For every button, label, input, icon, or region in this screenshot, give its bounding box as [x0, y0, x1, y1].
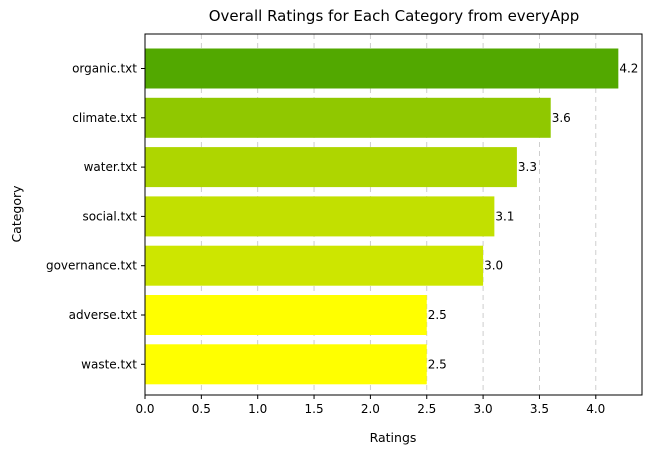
x-tick-label: 3.0	[474, 402, 493, 416]
x-tick-label: 1.5	[305, 402, 324, 416]
bar-waste-txt	[145, 344, 427, 385]
y-tick-label: climate.txt	[72, 111, 137, 125]
y-tick-label: governance.txt	[46, 259, 137, 273]
bar-governance-txt	[145, 245, 484, 286]
x-tick-label: 0.5	[192, 402, 211, 416]
bar-adverse-txt	[145, 295, 427, 335]
bars	[145, 48, 619, 385]
bar-climate-txt	[145, 97, 551, 138]
x-tick-label: 4.0	[586, 402, 605, 416]
y-axis-ticks: organic.txt climate.txt water.txt social.tx…	[46, 62, 145, 371]
data-label: 3.0	[484, 259, 503, 273]
data-label: 3.1	[495, 209, 514, 223]
plot-frame	[144, 33, 643, 396]
y-tick-label: organic.txt	[72, 62, 137, 76]
x-tick-label: 3.5	[530, 402, 549, 416]
x-axis-ticks: 0.0 0.5 1.0 1.5 2.0 2.5 3.0 3.5 4.0	[135, 395, 605, 416]
y-tick-label: social.txt	[82, 209, 137, 223]
x-tick-label: 2.0	[361, 402, 380, 416]
y-tick-label: adverse.txt	[69, 308, 138, 322]
data-label: 3.6	[552, 111, 571, 125]
bar-social-txt	[145, 196, 495, 237]
x-tick-label: 1.0	[248, 402, 267, 416]
bar-water-txt	[145, 147, 517, 188]
x-tick-label: 0.0	[135, 402, 154, 416]
bar-organic-txt	[145, 48, 619, 89]
x-tick-label: 2.5	[417, 402, 436, 416]
data-label: 2.5	[428, 357, 447, 371]
chart-title: Overall Ratings for Each Category from e…	[209, 7, 580, 25]
x-axis-label: Ratings	[370, 430, 417, 445]
data-label: 2.5	[428, 308, 447, 322]
data-label: 3.3	[518, 160, 537, 174]
y-tick-label: water.txt	[84, 160, 138, 174]
data-label: 4.2	[619, 62, 638, 76]
data-labels: 4.2 3.6 3.3 3.1 3.0 2.5 2.5	[428, 62, 639, 372]
y-axis-label: Category	[9, 185, 24, 243]
y-tick-label: waste.txt	[81, 357, 137, 371]
